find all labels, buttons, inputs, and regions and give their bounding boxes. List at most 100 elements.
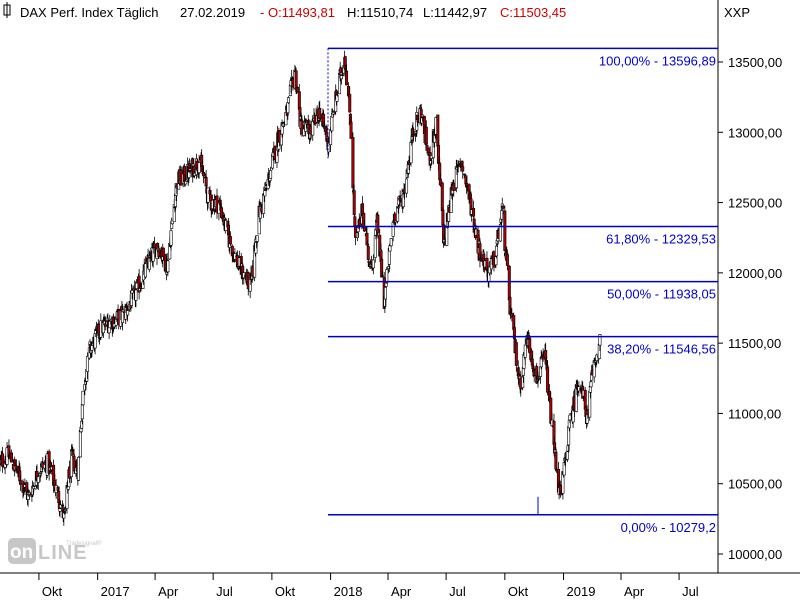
candle-body xyxy=(456,164,460,166)
y-tick-label: 13000,00 xyxy=(728,125,782,140)
candle-series xyxy=(0,50,602,526)
fibonacci-retracement[interactable]: 100,00% - 13596,89 61,80% - 12329,53 50,00… xyxy=(327,47,718,535)
candle-body xyxy=(255,235,259,242)
chart-header: DAX Perf. Index Täglich 27.02.2019 - O:1… xyxy=(3,2,750,20)
fib-level-label: 61,80% - 12329,53 xyxy=(606,232,716,247)
candle-body xyxy=(537,377,541,380)
candle-body xyxy=(21,482,25,493)
candle-body xyxy=(595,354,599,361)
candle-body xyxy=(327,143,331,153)
candle-body xyxy=(421,114,425,117)
candle-body xyxy=(166,260,170,273)
candle-body xyxy=(202,172,206,177)
ohlc-high: H:11510,74 xyxy=(347,5,413,20)
candle-body xyxy=(396,206,400,222)
candle-body xyxy=(264,188,268,191)
candle-body xyxy=(385,269,389,284)
svg-text:LINE: LINE xyxy=(38,542,88,564)
candle-body xyxy=(161,247,165,257)
candle-body xyxy=(335,94,339,102)
candle-body xyxy=(500,210,504,220)
candle-body xyxy=(501,205,505,209)
candle-body xyxy=(507,265,511,301)
candle-body xyxy=(78,430,82,458)
candle-body xyxy=(230,245,234,257)
candle-body xyxy=(184,181,188,185)
candle-body xyxy=(488,266,492,274)
candle-body xyxy=(204,177,208,187)
candle-body xyxy=(197,162,201,173)
candle-body xyxy=(269,170,273,179)
candle-body xyxy=(566,445,570,452)
chart-settings-icon[interactable] xyxy=(3,2,11,18)
candle-body xyxy=(407,161,411,165)
candle-body xyxy=(330,115,334,132)
candle-body xyxy=(340,74,344,76)
candle-body xyxy=(169,230,173,246)
candle-body xyxy=(295,86,299,92)
candle-body xyxy=(410,141,414,143)
candle-body xyxy=(479,258,483,261)
x-tick-label: 2018 xyxy=(334,584,363,599)
candle-body xyxy=(598,334,602,346)
candle-body xyxy=(574,384,578,412)
candle-body xyxy=(80,420,84,429)
candle-body xyxy=(510,313,514,318)
candle-body xyxy=(228,236,232,245)
candle-body xyxy=(406,160,410,174)
svg-text:on: on xyxy=(10,542,33,563)
candle-body xyxy=(389,238,393,247)
x-tick-label: Okt xyxy=(508,584,529,599)
candle-body xyxy=(66,486,70,490)
x-axis: Okt 2017 Apr Jul Okt 2018 Apr Jul Okt 2019 Apr Jul xyxy=(38,573,699,599)
candle-body xyxy=(414,131,418,134)
candle-body xyxy=(77,457,81,481)
candle-body xyxy=(200,154,204,165)
candle-body xyxy=(90,345,94,351)
candle-body xyxy=(141,281,145,289)
fib-level-label: 0,00% - 10279,2 xyxy=(621,520,716,535)
y-tick-label: 11500,00 xyxy=(728,336,781,351)
candle-body xyxy=(559,493,563,496)
candle-body xyxy=(135,282,139,289)
candle-body xyxy=(441,209,445,226)
candle-body xyxy=(503,210,507,251)
x-tick-label: Jul xyxy=(449,584,466,599)
candle-body xyxy=(219,207,223,218)
candle-body xyxy=(311,120,315,136)
candle-body xyxy=(355,232,359,238)
candle-body xyxy=(9,452,13,463)
tradesignal-online-logo: on LINE Tradesignal® xyxy=(8,538,102,564)
candle-body xyxy=(469,198,473,216)
candle-body xyxy=(554,451,558,470)
candle-body xyxy=(56,486,60,491)
fib-level-label: 38,20% - 11546,56 xyxy=(607,342,716,357)
candle-body xyxy=(411,128,415,137)
candle-body xyxy=(144,263,148,278)
candle-body xyxy=(380,258,384,278)
candle-body xyxy=(152,243,156,249)
candle-body xyxy=(562,462,566,476)
candle-body xyxy=(286,97,290,104)
candle-body xyxy=(514,342,518,366)
candle-body xyxy=(380,275,384,277)
chart-title: DAX Perf. Index Täglich xyxy=(20,5,159,20)
y-tick-label: 13500,00 xyxy=(728,55,782,70)
candle-body xyxy=(405,178,409,194)
candle-body xyxy=(366,246,370,260)
x-tick-label: Jul xyxy=(216,584,233,599)
candle-body xyxy=(331,112,335,115)
candle-body xyxy=(546,367,550,393)
candle-body xyxy=(371,259,375,269)
candle-body xyxy=(126,310,130,316)
y-axis: 10000,00 10500,00 11000,00 11500,00 12000,00… xyxy=(718,55,782,562)
ohlc-close: C:11503,45 xyxy=(500,5,566,20)
candle-body xyxy=(61,504,65,507)
x-tick-label: Apr xyxy=(391,584,412,599)
candle-body xyxy=(429,160,433,165)
candle-body xyxy=(391,222,395,237)
candle-body xyxy=(36,476,40,483)
fib-level-label: 50,00% - 11938,05 xyxy=(607,287,716,302)
y-tick-label: 12000,00 xyxy=(728,266,782,281)
